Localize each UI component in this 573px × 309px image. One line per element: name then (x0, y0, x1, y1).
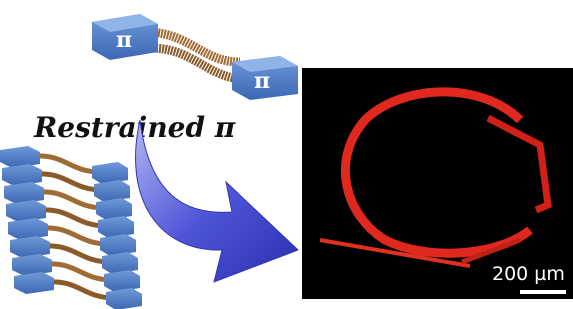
caption: Restrained π (33, 111, 236, 144)
stack-part (106, 288, 142, 309)
stack-part (2, 164, 42, 186)
micrograph: 200 µm (302, 68, 573, 299)
pi-label: π (116, 27, 132, 53)
stack-part (102, 252, 138, 274)
stack-part (94, 180, 130, 202)
stack-part (92, 162, 128, 184)
scale-bar-label: 200 µm (492, 263, 565, 285)
stack-part (4, 182, 44, 204)
stack-part (96, 198, 132, 220)
stack-part (0, 146, 40, 168)
stack-part (12, 254, 52, 276)
stack-part (8, 218, 48, 240)
pi-label: π (254, 68, 270, 94)
stack-part (10, 236, 50, 258)
stack-part (34, 156, 100, 172)
stack-part (100, 234, 136, 256)
stacked-molecules (0, 146, 142, 309)
top-molecule: π π (92, 14, 298, 100)
arrow (136, 120, 298, 282)
stack-part (104, 270, 140, 292)
stack-part (98, 216, 134, 238)
stack-part (6, 200, 46, 222)
figure: π π Restrained π 200 µm (0, 0, 573, 309)
stack-part (14, 272, 54, 294)
